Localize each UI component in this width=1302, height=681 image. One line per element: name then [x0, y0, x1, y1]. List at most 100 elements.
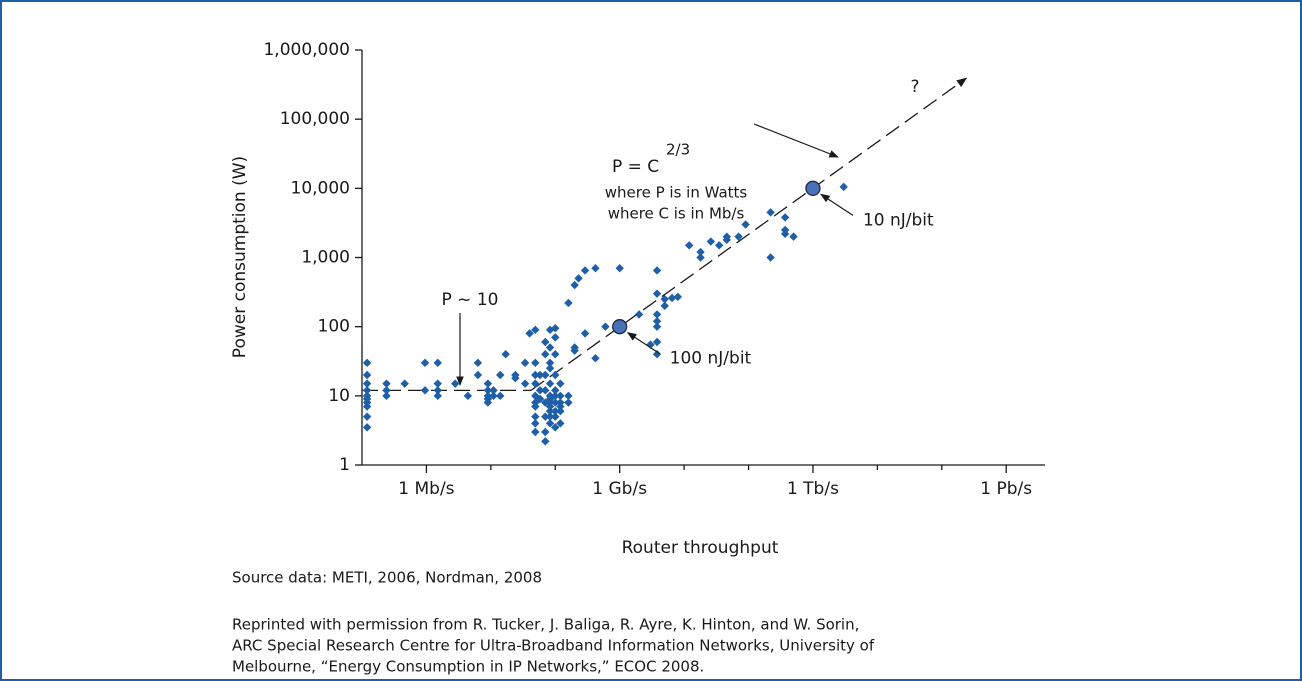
- point: [541, 437, 550, 446]
- point: [652, 289, 662, 298]
- annotation-arrow: [753, 123, 839, 158]
- point: [531, 427, 540, 437]
- credit-line: ARC Special Research Centre for Ultra-Br…: [232, 637, 875, 655]
- x-tick-label: 1 Mb/s: [398, 479, 454, 499]
- point: [601, 322, 610, 331]
- y-tick-label: 1,000: [301, 248, 350, 268]
- highlight-label: 100 nJ/bit: [670, 349, 752, 369]
- point: [789, 232, 798, 241]
- y-tick-label: 100,000: [280, 109, 350, 129]
- point: [545, 402, 555, 411]
- highlight-label: 10 nJ/bit: [863, 210, 934, 230]
- y-tick-label: 1: [339, 455, 350, 475]
- point: [667, 293, 677, 303]
- point: [551, 324, 560, 333]
- point: [489, 391, 498, 401]
- credit-line: Reprinted with permission from R. Tucker…: [232, 616, 859, 634]
- point: [551, 333, 560, 342]
- formula-exponent: 2/3: [666, 141, 690, 159]
- x-tick-label: 1 Tb/s: [787, 479, 839, 499]
- point: [766, 208, 775, 217]
- point: [535, 386, 545, 395]
- highlight-point: [805, 180, 821, 196]
- point: [541, 337, 550, 347]
- point: [362, 423, 372, 432]
- point: [564, 391, 573, 401]
- point: [511, 373, 520, 383]
- point: [520, 358, 530, 368]
- point: [473, 370, 483, 380]
- point: [535, 370, 545, 380]
- point: [525, 329, 534, 338]
- point: [420, 386, 430, 395]
- point: [489, 386, 498, 395]
- y-tick-label: 10: [328, 386, 350, 406]
- point: [545, 364, 555, 373]
- point: [451, 379, 460, 388]
- point: [556, 419, 565, 428]
- annotation: P ~ 10: [442, 290, 499, 310]
- point: [545, 406, 555, 416]
- trend-line: [530, 77, 968, 391]
- point: [362, 412, 372, 421]
- point: [531, 402, 540, 411]
- point: [652, 266, 662, 275]
- point: [541, 349, 550, 359]
- point: [660, 294, 669, 304]
- point: [685, 241, 694, 250]
- point: [780, 229, 790, 239]
- point: [541, 386, 550, 395]
- point: [591, 354, 600, 363]
- point: [362, 358, 372, 368]
- point: [362, 379, 372, 388]
- point: [382, 379, 391, 388]
- point: [433, 358, 442, 368]
- annotation: where C is in Mb/s: [608, 205, 745, 223]
- point: [531, 370, 540, 380]
- point: [362, 370, 372, 380]
- point: [570, 346, 579, 355]
- point: [570, 280, 579, 290]
- point: [551, 386, 560, 395]
- point: [551, 423, 560, 432]
- point: [531, 379, 540, 388]
- point: [531, 358, 540, 368]
- point: [734, 232, 743, 241]
- point: [545, 379, 555, 388]
- point: [545, 343, 555, 352]
- point: [541, 412, 550, 421]
- point: [556, 379, 565, 388]
- point: [545, 325, 555, 335]
- point: [400, 379, 409, 388]
- point: [520, 379, 530, 388]
- point: [535, 394, 545, 404]
- point: [463, 391, 473, 401]
- point: [501, 349, 510, 359]
- point: [580, 266, 590, 275]
- point: [766, 253, 775, 262]
- formula: P = C: [612, 157, 659, 177]
- point: [382, 391, 391, 401]
- point: [545, 358, 555, 368]
- point: [696, 253, 705, 262]
- annotation-arrow: [626, 332, 661, 355]
- point: [706, 237, 716, 246]
- point: [545, 412, 555, 421]
- y-axis-label: Power consumption (W): [230, 156, 250, 358]
- point: [660, 301, 669, 311]
- point: [556, 406, 565, 416]
- y-tick-label: 10,000: [291, 178, 350, 198]
- point: [362, 402, 372, 411]
- point: [433, 391, 442, 401]
- point: [551, 349, 560, 359]
- y-tick-label: 100: [318, 317, 350, 337]
- point: [591, 264, 600, 273]
- point: [483, 379, 493, 388]
- x-tick-label: 1 Gb/s: [592, 479, 647, 499]
- point: [839, 182, 848, 192]
- point: [780, 213, 790, 222]
- source: Source data: METI, 2006, Nordman, 2008: [232, 569, 542, 587]
- point: [556, 402, 565, 411]
- point: [673, 292, 683, 302]
